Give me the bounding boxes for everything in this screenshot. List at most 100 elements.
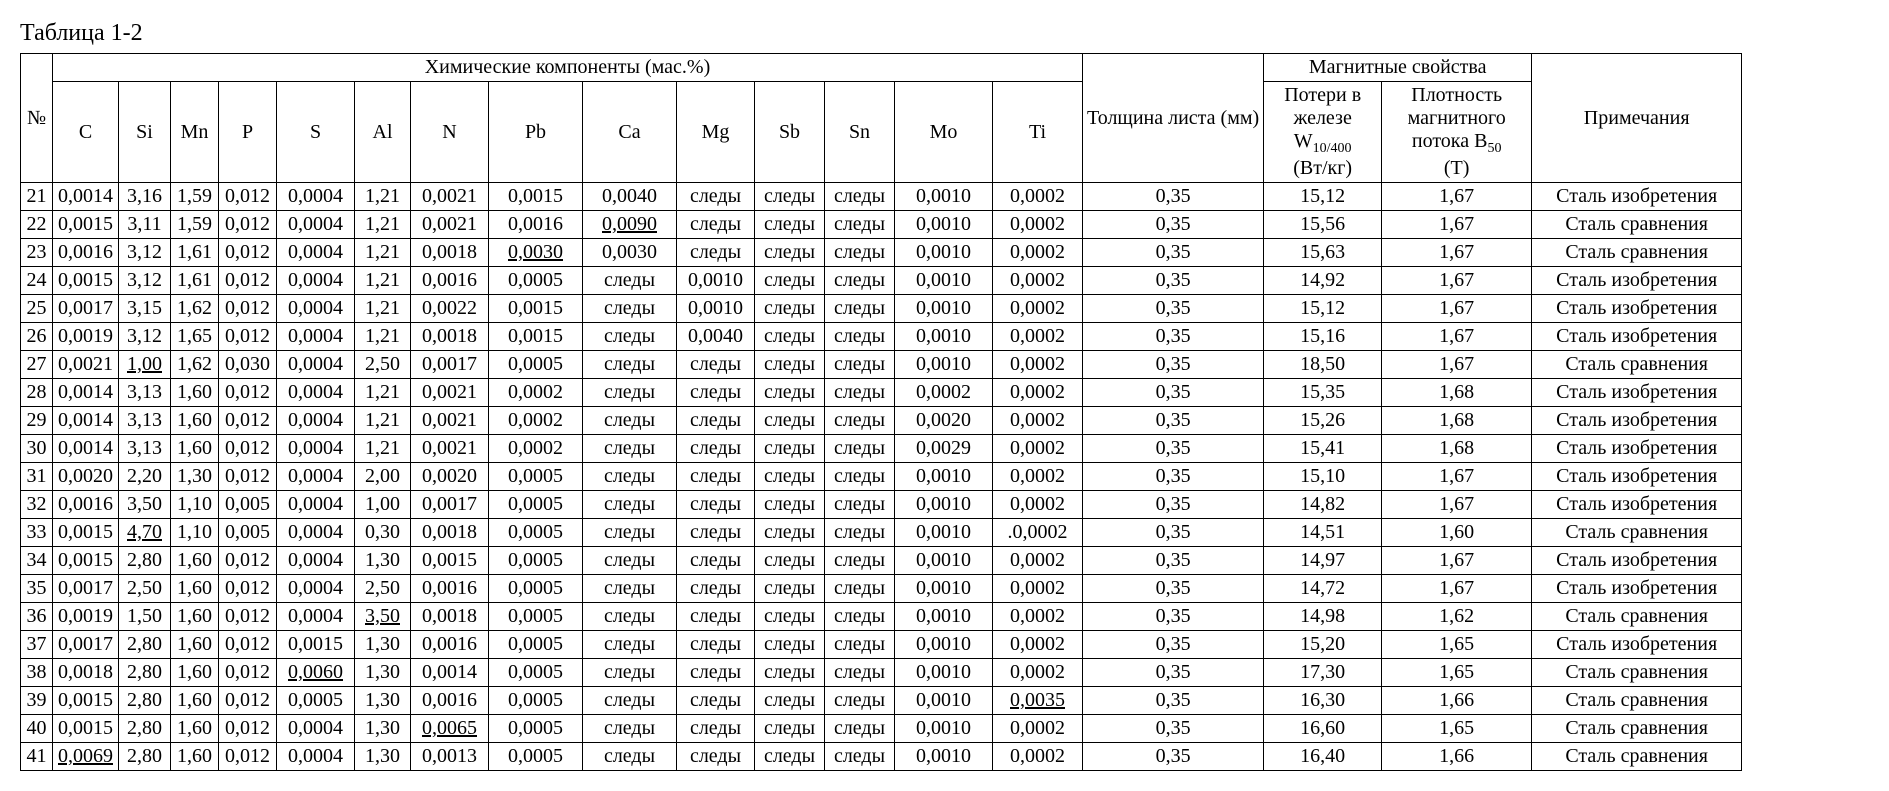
cell-C: 0,0014: [53, 379, 119, 407]
cell-Si: 2,80: [119, 631, 171, 659]
cell-N: 0,0015: [411, 547, 489, 575]
cell-th: 0,35: [1083, 659, 1264, 687]
cell-P: 0,030: [219, 351, 277, 379]
cell-Ca: следы: [583, 491, 677, 519]
cell-Pb: 0,0005: [489, 575, 583, 603]
table-row: 350,00172,501,600,0120,00042,500,00160,0…: [21, 575, 1742, 603]
cell-Si: 4,70: [119, 519, 171, 547]
cell-W: 16,30: [1264, 687, 1382, 715]
cell-Mn: 1,61: [171, 267, 219, 295]
cell-Sn: следы: [825, 295, 895, 323]
cell-B: 1,67: [1382, 351, 1532, 379]
cell-N: 0,0018: [411, 323, 489, 351]
cell-Ti: 0,0002: [993, 575, 1083, 603]
cell-Mn: 1,60: [171, 603, 219, 631]
cell-Al: 1,30: [355, 743, 411, 771]
cell-C: 0,0014: [53, 183, 119, 211]
cell-Sb: следы: [755, 519, 825, 547]
cell-Mn: 1,60: [171, 435, 219, 463]
cell-th: 0,35: [1083, 323, 1264, 351]
cell-P: 0,012: [219, 715, 277, 743]
cell-S: 0,0004: [277, 715, 355, 743]
cell-Mn: 1,10: [171, 519, 219, 547]
cell-W: 14,98: [1264, 603, 1382, 631]
cell-Mo: 0,0010: [895, 295, 993, 323]
cell-C: 0,0015: [53, 687, 119, 715]
cell-Mg: следы: [677, 379, 755, 407]
cell-Sb: следы: [755, 295, 825, 323]
cell-Ti: 0,0002: [993, 323, 1083, 351]
table-row: 290,00143,131,600,0120,00041,210,00210,0…: [21, 407, 1742, 435]
cell-Mn: 1,60: [171, 687, 219, 715]
header-magnetic-group: Магнитные свойства: [1264, 54, 1532, 82]
cell-no: 27: [21, 351, 53, 379]
header-N: N: [411, 82, 489, 183]
header-chem-group: Химические компоненты (мас.%): [53, 54, 1083, 82]
cell-S: 0,0004: [277, 743, 355, 771]
header-Mo: Mo: [895, 82, 993, 183]
header-Ti: Ti: [993, 82, 1083, 183]
table-row: 400,00152,801,600,0120,00041,300,00650,0…: [21, 715, 1742, 743]
cell-Sb: следы: [755, 603, 825, 631]
cell-Si: 3,16: [119, 183, 171, 211]
cell-B: 1,67: [1382, 295, 1532, 323]
cell-P: 0,012: [219, 575, 277, 603]
cell-Mo: 0,0010: [895, 659, 993, 687]
cell-Al: 2,50: [355, 351, 411, 379]
cell-W: 16,40: [1264, 743, 1382, 771]
cell-note: Сталь сравнения: [1532, 687, 1742, 715]
cell-B: 1,68: [1382, 379, 1532, 407]
header-B-sub: 50: [1487, 141, 1501, 156]
table-body: 210,00143,161,590,0120,00041,210,00210,0…: [21, 183, 1742, 771]
cell-W: 14,92: [1264, 267, 1382, 295]
cell-Al: 1,21: [355, 435, 411, 463]
cell-P: 0,012: [219, 379, 277, 407]
cell-Pb: 0,0005: [489, 519, 583, 547]
cell-N: 0,0020: [411, 463, 489, 491]
cell-Pb: 0,0002: [489, 407, 583, 435]
cell-Al: 3,50: [355, 603, 411, 631]
cell-th: 0,35: [1083, 547, 1264, 575]
cell-th: 0,35: [1083, 603, 1264, 631]
cell-Mn: 1,60: [171, 715, 219, 743]
table-row: 330,00154,701,100,0050,00040,300,00180,0…: [21, 519, 1742, 547]
cell-P: 0,005: [219, 491, 277, 519]
cell-th: 0,35: [1083, 435, 1264, 463]
cell-th: 0,35: [1083, 407, 1264, 435]
cell-Al: 1,21: [355, 407, 411, 435]
cell-Si: 3,12: [119, 323, 171, 351]
cell-Mn: 1,60: [171, 659, 219, 687]
cell-Ti: 0,0002: [993, 491, 1083, 519]
cell-Ti: 0,0002: [993, 267, 1083, 295]
cell-P: 0,005: [219, 519, 277, 547]
cell-Al: 1,21: [355, 295, 411, 323]
cell-Al: 1,21: [355, 239, 411, 267]
cell-Ca: следы: [583, 379, 677, 407]
cell-B: 1,62: [1382, 603, 1532, 631]
cell-note: Сталь изобретения: [1532, 435, 1742, 463]
cell-Mn: 1,60: [171, 379, 219, 407]
cell-Si: 2,80: [119, 547, 171, 575]
cell-no: 26: [21, 323, 53, 351]
cell-Ca: следы: [583, 603, 677, 631]
cell-C: 0,0015: [53, 211, 119, 239]
cell-no: 40: [21, 715, 53, 743]
cell-N: 0,0021: [411, 435, 489, 463]
cell-Sn: следы: [825, 183, 895, 211]
cell-B: 1,65: [1382, 715, 1532, 743]
cell-th: 0,35: [1083, 743, 1264, 771]
cell-Ti: 0,0035: [993, 687, 1083, 715]
header-B-unit: (Т): [1444, 157, 1470, 179]
cell-Sn: следы: [825, 435, 895, 463]
cell-W: 14,51: [1264, 519, 1382, 547]
cell-no: 33: [21, 519, 53, 547]
cell-S: 0,0004: [277, 603, 355, 631]
cell-Mg: следы: [677, 603, 755, 631]
cell-Sb: следы: [755, 715, 825, 743]
cell-Mo: 0,0010: [895, 323, 993, 351]
cell-Mn: 1,60: [171, 407, 219, 435]
cell-Mg: следы: [677, 211, 755, 239]
cell-note: Сталь изобретения: [1532, 631, 1742, 659]
header-Pb: Pb: [489, 82, 583, 183]
cell-C: 0,0019: [53, 323, 119, 351]
